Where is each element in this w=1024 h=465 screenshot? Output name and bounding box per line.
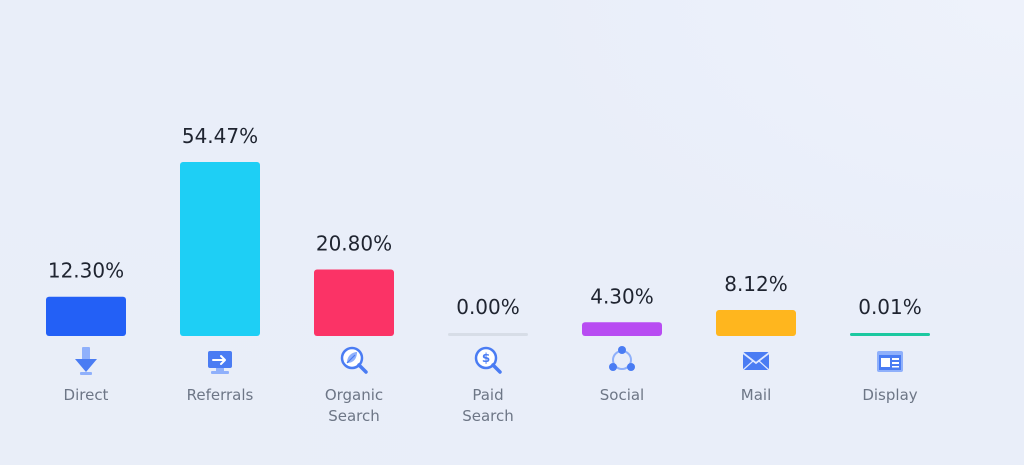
category-label-1: Referrals [187, 386, 254, 404]
category-label-0: Direct [64, 386, 109, 404]
category-label-2-line-0: Organic [325, 386, 383, 404]
paid-search-icon: $ [474, 346, 502, 374]
value-label-5: 8.12% [724, 272, 788, 296]
category-label-6: Display [862, 386, 917, 404]
bar-0 [46, 296, 126, 336]
organic-search-icon [340, 346, 368, 374]
display-window-icon [877, 351, 903, 372]
category-label-3-line-0: Paid [472, 386, 503, 404]
value-label-1: 54.47% [182, 124, 258, 148]
bar-4 [582, 322, 662, 336]
bar-2 [314, 269, 394, 336]
social-share-icon [609, 346, 635, 371]
category-label-3-line-1: Search [462, 407, 514, 425]
arrow-down-icon [75, 347, 97, 375]
value-label-4: 4.30% [590, 284, 654, 308]
category-label-5: Mail [741, 386, 771, 404]
category-label-2-line-1: Search [328, 407, 380, 425]
bar-1 [180, 162, 260, 336]
bar-3 [448, 333, 528, 336]
svg-text:$: $ [482, 351, 490, 365]
value-label-3: 0.00% [456, 295, 520, 319]
value-label-0: 12.30% [48, 259, 124, 283]
mail-icon [742, 352, 770, 371]
value-label-2: 20.80% [316, 232, 392, 256]
referral-screen-icon [208, 351, 232, 374]
value-label-6: 0.01% [858, 295, 922, 319]
bar-6 [850, 333, 930, 336]
bar-5 [716, 310, 796, 336]
category-label-4: Social [600, 386, 644, 404]
